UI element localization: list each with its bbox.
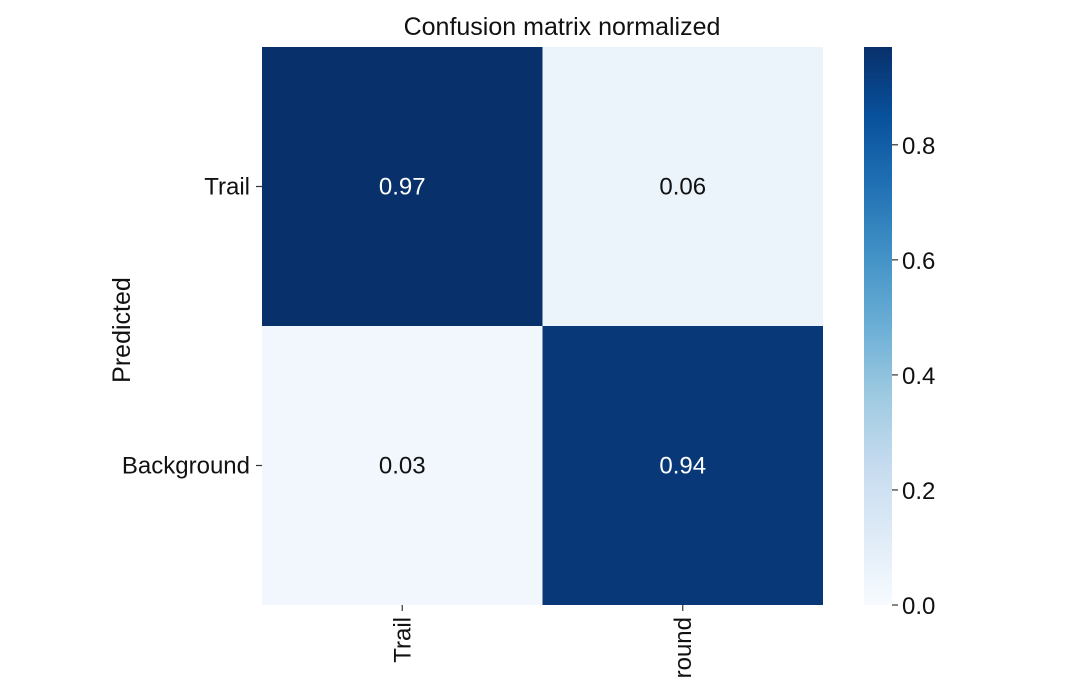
cell-value-label: 0.97 [379,174,426,201]
y-tick-label: Trail [204,174,250,201]
colorbar-tick-label: 0.6 [902,248,935,275]
chart-title: Confusion matrix normalized [404,13,721,41]
cell-value-label: 0.06 [659,174,706,201]
heatmap-cells: 0.97 0.06 0.03 0.94 [262,47,823,605]
colorbar-tick-label: 0.8 [902,133,935,160]
heatmap-cell [262,326,543,605]
y-tick-label: Background [122,453,250,480]
cell-value-label: 0.94 [659,453,706,480]
colorbar [864,47,892,605]
colorbar-tick-label: 0.2 [902,478,935,505]
colorbar-tick-label: 0.4 [902,363,935,390]
heatmap-cell [542,326,823,605]
cell-value-label: 0.03 [379,453,426,480]
x-axis-ticks: Trail round [389,605,697,678]
y-axis-ticks: Trail Background [122,174,262,480]
y-axis-label: Predicted [108,277,136,383]
x-tick-label: Trail [389,617,416,663]
colorbar-tick-label: 0.0 [902,593,935,620]
x-tick-label: round [670,617,697,678]
heatmap-cell [262,47,543,326]
colorbar-ticks: 0.0 0.2 0.4 0.6 0.8 [892,133,935,620]
colorbar-gradient [864,47,892,605]
heatmap-cell [542,47,823,326]
